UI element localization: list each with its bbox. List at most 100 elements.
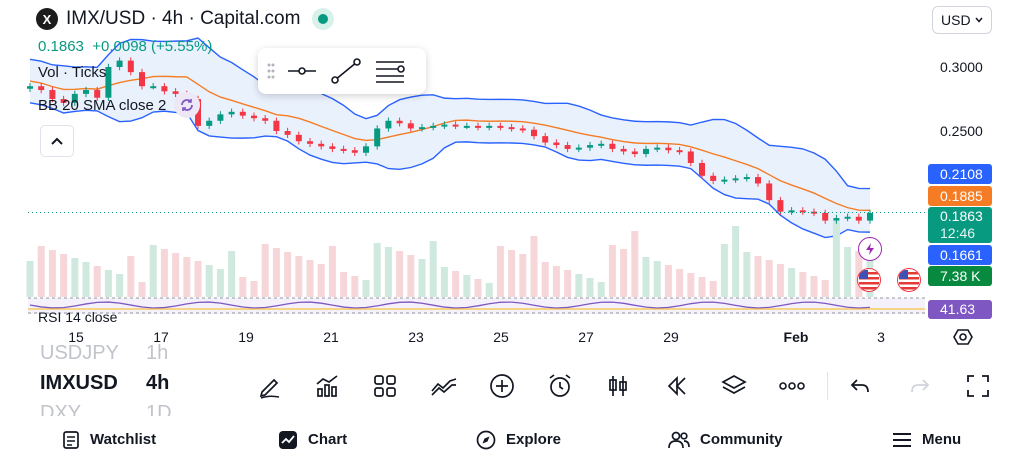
candle-body [687,151,694,163]
nav-explore[interactable]: Explore [476,418,561,461]
nav-watchlist[interactable]: Watchlist [62,418,156,461]
volume-bar [642,257,650,297]
list-icon [63,430,79,449]
redo-icon[interactable] [904,370,936,402]
volume-bar [373,243,381,297]
candle-body [710,175,717,181]
candle-body [407,123,414,129]
candle-body [228,111,235,115]
candle-body [721,179,728,182]
symbol-interval: 1h [146,344,169,364]
volume-bar [328,246,336,297]
drag-handle-icon[interactable] [266,61,276,81]
candle-body [161,86,168,92]
templates-icon[interactable] [369,370,401,402]
imx-logo-icon: X [36,8,58,30]
symbol-picker[interactable]: USDJPY 1h IMXUSD 4h DXY 1D [40,344,180,416]
symbol-picker-current[interactable]: IMXUSD 4h [40,372,169,395]
candle-body [844,216,851,219]
time-tick: 25 [493,329,509,345]
fullscreen-icon[interactable] [962,370,994,402]
time-tick: 27 [578,329,594,345]
candle-body [206,120,213,126]
candle-body [374,128,381,147]
symbol-name: IMXUSD [40,372,118,394]
volume-bar [183,257,191,297]
symbol-picker-prev[interactable]: USDJPY 1h [40,344,168,365]
volume-bar [698,277,706,297]
volume-bar [810,276,818,297]
candle-body [743,177,750,180]
candle-body [396,120,403,124]
volume-bar [82,262,90,297]
nav-menu[interactable]: Menu [892,418,961,461]
collapse-indicators-button[interactable] [40,125,74,157]
candle-body [239,111,246,116]
volume-bar [396,251,404,297]
add-icon[interactable] [486,370,518,402]
candle-body [508,127,515,130]
last-price-tag-value: 0.1863 [940,208,983,224]
volume-bar [149,245,157,297]
candle-body [676,150,683,153]
layers-icon[interactable] [718,370,750,402]
us-flag-event-icon[interactable] [857,268,881,292]
rsi-indicator-label[interactable]: RSI 14 close [38,309,117,323]
candle-body [273,120,280,131]
alarm-icon[interactable] [544,370,576,402]
symbol-header[interactable]: X IMX/USD · 4h · Capital.com [36,8,335,30]
candle-body [262,118,269,121]
price-chart[interactable] [0,0,1024,345]
volume-bar [653,261,661,297]
horizontal-line-tool-icon[interactable] [284,56,320,86]
volume-bar [60,254,68,297]
indicators-icon[interactable] [311,370,343,402]
candle-body [195,99,201,126]
nav-label: Menu [922,431,962,448]
symbol-picker-next[interactable]: DXY 1D [40,402,172,416]
volume-bar [407,255,415,297]
volume-bar [418,259,426,297]
candle-body [284,131,291,135]
volume-bar [362,280,370,297]
trend-line-tool-icon[interactable] [328,56,364,86]
candle-body [105,67,112,98]
nav-chart[interactable]: Chart [278,418,347,461]
candle-body [49,90,56,99]
volume-bar [732,226,740,297]
undo-icon[interactable] [844,370,876,402]
volume-indicator-label[interactable]: Vol · Ticks [38,64,107,81]
volume-bar [799,272,807,297]
volume-bar [664,265,672,297]
candle-body [307,141,313,144]
candle-body [60,99,67,103]
bottom-nav: Watchlist Chart Explore Community Menu [0,418,1024,461]
compare-icon[interactable] [428,370,460,402]
candle-body [441,124,448,127]
nav-community[interactable]: Community [668,418,783,461]
time-tick: 29 [663,329,679,345]
candle-body [531,129,537,137]
volume-tag: 7.38 K [928,266,992,286]
candle-body [811,211,817,214]
us-flag-event-icon[interactable] [897,268,921,292]
volume-bar [429,241,437,297]
time-tick: 23 [408,329,424,345]
candle-body [833,218,840,221]
bb-indicator-row[interactable]: BB 20 SMA close 2 [38,92,201,118]
currency-select[interactable]: USD [932,6,992,34]
candle-body [732,178,739,181]
fib-tool-icon[interactable] [372,56,408,86]
lightning-event-icon[interactable] [858,237,882,261]
candle-body [598,143,605,146]
replay-icon[interactable] [660,370,692,402]
candle-body [486,125,493,128]
volume-bar [620,249,628,297]
candle-body [385,120,392,129]
pencil-icon[interactable] [254,370,286,402]
bb-upper-line [29,37,871,190]
more-icon[interactable] [776,370,808,402]
chart-type-icon[interactable] [602,370,634,402]
chart-settings-icon[interactable] [952,326,974,348]
users-icon [668,431,690,448]
